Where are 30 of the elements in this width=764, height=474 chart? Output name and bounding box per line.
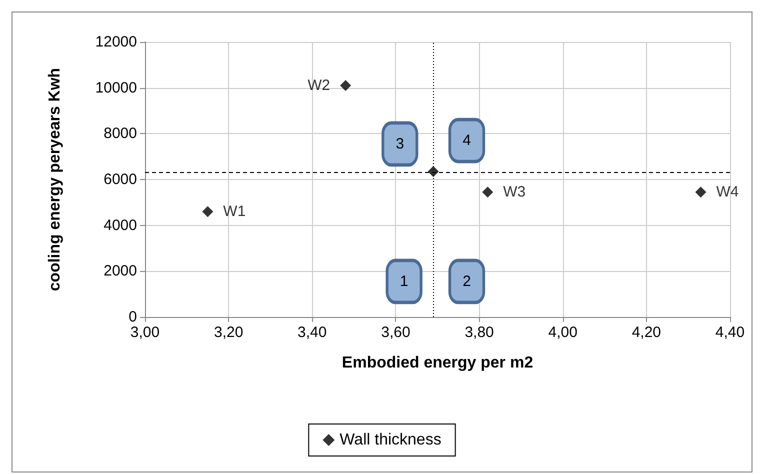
data-label: W2 <box>308 77 330 94</box>
x-tick-label: 4,40 <box>715 324 745 341</box>
y-tick-label: 2000 <box>104 262 137 280</box>
annotation: 2 <box>462 272 471 290</box>
point <box>695 186 706 198</box>
x-axis-title: Embodied energy per m2 <box>342 354 534 372</box>
y-tick-label: 4000 <box>104 216 137 234</box>
point <box>482 186 494 198</box>
y-tick-label: 12000 <box>95 34 137 50</box>
annotation: 4 <box>462 132 471 150</box>
data-label: W4 <box>716 184 739 201</box>
x-tick-label: 4,20 <box>632 324 662 341</box>
y-tick-label: 8000 <box>104 125 137 142</box>
y-axis-title: cooling energy peryears Kwh <box>46 68 64 292</box>
x-tick-label: 3,60 <box>381 324 410 341</box>
annotation: 1 <box>400 272 408 290</box>
point <box>202 206 214 218</box>
data-label: W1 <box>223 203 246 220</box>
x-tick-label: 3,40 <box>298 324 327 341</box>
y-tick-label: 6000 <box>104 171 137 188</box>
legend-label: Wall thickness <box>340 432 442 448</box>
point <box>340 80 352 92</box>
data-label: W3 <box>503 184 526 201</box>
annotation: 3 <box>396 135 404 152</box>
x-tick-label: 4,00 <box>548 324 578 341</box>
x-tick-label: 3,20 <box>214 324 244 341</box>
x-tick-label: 3,80 <box>464 324 494 341</box>
x-tick-label: 3,00 <box>130 324 160 341</box>
y-tick-label: 0 <box>128 308 137 326</box>
y-tick-label: 10000 <box>95 79 137 96</box>
